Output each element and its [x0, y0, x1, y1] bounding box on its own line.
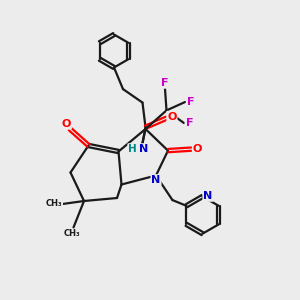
- Text: O: O: [193, 144, 202, 154]
- Text: O: O: [61, 118, 71, 129]
- Text: CH₃: CH₃: [46, 200, 62, 208]
- Text: N: N: [203, 191, 212, 201]
- Text: F: F: [187, 97, 194, 107]
- Text: N: N: [152, 175, 160, 185]
- Text: CH₃: CH₃: [64, 230, 80, 238]
- Text: F: F: [161, 78, 169, 88]
- Text: N: N: [140, 144, 148, 154]
- Text: O: O: [167, 112, 177, 122]
- Text: F: F: [185, 118, 193, 128]
- Text: H: H: [128, 144, 137, 154]
